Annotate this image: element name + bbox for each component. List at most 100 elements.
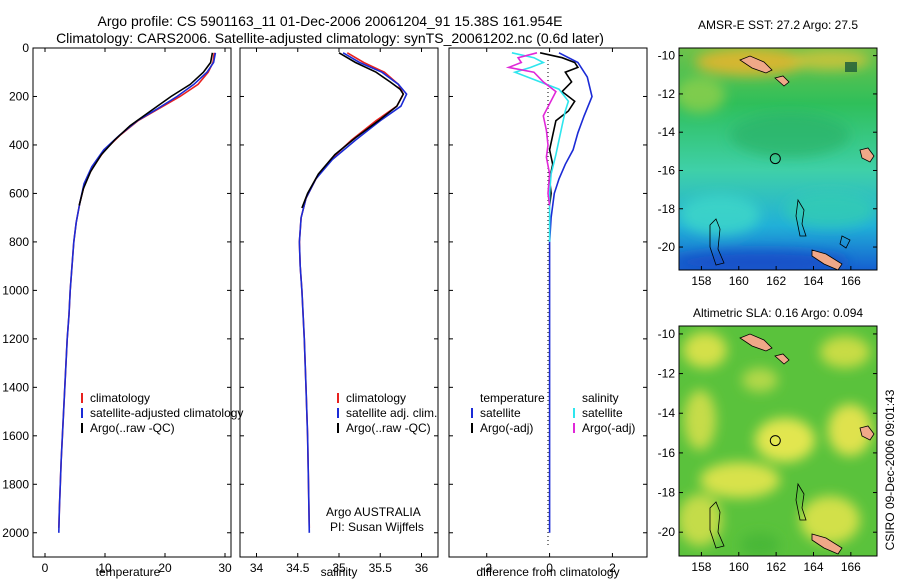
latitude-tick-label: -14 — [658, 406, 676, 420]
temperature-xtick-label: 10 — [98, 561, 112, 575]
salinity-xtick-label: 35 — [332, 561, 346, 575]
difference-xlabel: difference from climatology — [476, 565, 619, 579]
salinity-xtick-label: 36 — [415, 561, 429, 575]
latitude-tick-label: -10 — [658, 327, 676, 341]
island-shape — [859, 147, 875, 163]
depth-tick-label: 1200 — [2, 332, 29, 346]
depth-tick-label: 0 — [22, 41, 29, 55]
salinity-series-climatology — [298, 52, 405, 528]
latitude-tick-label: -14 — [658, 125, 676, 139]
reef-contour — [795, 198, 807, 237]
argo-australia-annotation: Argo AUSTRALIA — [326, 505, 421, 519]
salinity-xlabel: salinity — [321, 565, 358, 579]
salinity-legend-label: satellite adj. clim. — [346, 406, 437, 420]
pi-annotation: PI: Susan Wijffels — [330, 520, 424, 534]
temperature-series-climatology — [58, 52, 215, 528]
latitude-tick-label: -12 — [658, 87, 676, 101]
latitude-tick-label: -16 — [658, 163, 676, 177]
depth-tick-label: 1600 — [2, 429, 29, 443]
difference-legend-label: salinity — [582, 391, 619, 405]
island-shape — [774, 75, 790, 87]
depth-tick-label: 800 — [9, 235, 29, 249]
longitude-tick-label: 160 — [729, 274, 749, 288]
salinity-series-argo-raw-qc- — [301, 52, 405, 209]
longitude-tick-label: 162 — [766, 274, 786, 288]
temperature-legend-label: satellite-adjusted climatology — [90, 406, 243, 420]
sla-map-panel: Altimetric SLA: 0.16 Argo: 0.094 — [658, 306, 878, 574]
longitude-tick-label: 166 — [841, 274, 861, 288]
difference-legend-label: satellite — [480, 406, 521, 420]
longitude-tick-label: 158 — [691, 560, 711, 574]
difference-legend-label: Argo(-adj) — [582, 421, 635, 435]
salinity-series-satellite-adj-clim- — [298, 52, 408, 533]
argo-float-marker — [769, 435, 781, 447]
sst-map-frame — [678, 47, 878, 271]
temperature-axes-frame — [32, 47, 232, 558]
island-shape — [774, 353, 790, 365]
salinity-legend-label: Argo(..raw -QC) — [346, 421, 431, 435]
salinity-xtick-label: 34 — [250, 561, 264, 575]
longitude-tick-label: 162 — [766, 560, 786, 574]
depth-tick-label: 1800 — [2, 477, 29, 491]
difference-series-salinity-argo-adj- — [505, 52, 557, 206]
reef-contour — [839, 235, 851, 249]
reef-contour — [709, 218, 725, 266]
depth-tick-label: 400 — [9, 138, 29, 152]
latitude-tick-label: -10 — [658, 49, 676, 63]
salinity-xtick-label: 34.5 — [286, 561, 310, 575]
temperature-xtick-label: 20 — [158, 561, 172, 575]
difference-legend-label: Argo(-adj) — [480, 421, 533, 435]
depth-tick-label: 2000 — [2, 526, 29, 540]
temperature-series-satellite-adjusted-climatology — [58, 52, 217, 533]
latitude-tick-label: -18 — [658, 486, 676, 500]
temperature-xtick-label: 30 — [218, 561, 232, 575]
longitude-tick-label: 164 — [803, 274, 823, 288]
difference-series-temperature-satellite — [548, 52, 593, 533]
difference-axes-frame — [448, 47, 648, 558]
difference-legend-label: satellite — [582, 406, 623, 420]
latitude-tick-label: -12 — [658, 367, 676, 381]
difference-legend-label: temperature — [480, 391, 545, 405]
difference-series-salinity-satellite — [511, 52, 570, 242]
sla-field-texture — [679, 332, 872, 556]
argo-float-marker — [769, 153, 781, 165]
reef-contour — [795, 482, 807, 521]
figure-title-line2: Climatology: CARS2006. Satellite-adjuste… — [56, 30, 604, 46]
difference-panel: -2 0 2 difference from climatology tempera… — [448, 47, 648, 579]
longitude-tick-label: 166 — [841, 560, 861, 574]
temperature-xlabel: temperature — [96, 565, 161, 579]
longitude-tick-label: 164 — [803, 560, 823, 574]
temperature-panel: 0 200 400 600 800 1000 1200 1400 1600 1800 2000 0 10… — [2, 41, 243, 579]
salinity-axes-frame — [239, 47, 439, 558]
sst-map-title: AMSR-E SST: 27.2 Argo: 27.5 — [698, 18, 858, 32]
difference-xtick-label: 0 — [546, 561, 553, 575]
depth-tick-label: 1400 — [2, 380, 29, 394]
temperature-legend-label: climatology — [90, 391, 150, 405]
sla-map-title: Altimetric SLA: 0.16 Argo: 0.094 — [693, 306, 863, 320]
latitude-tick-label: -16 — [658, 446, 676, 460]
longitude-tick-label: 160 — [729, 560, 749, 574]
salinity-panel: 34 34.5 35 35.5 36 salinity climatologysatel… — [239, 47, 439, 579]
figure-title-line1: Argo profile: CS 5901163_11 01-Dec-2006 … — [97, 13, 563, 29]
longitude-tick-label: 158 — [691, 274, 711, 288]
island-shape — [739, 333, 773, 352]
island-shape — [811, 249, 843, 270]
sla-map-frame — [678, 325, 878, 557]
latitude-tick-label: -18 — [658, 202, 676, 216]
depth-tick-label: 600 — [9, 186, 29, 200]
salinity-legend-label: climatology — [346, 391, 406, 405]
temperature-xtick-label: 0 — [42, 561, 49, 575]
island-shape — [859, 425, 875, 441]
island-shape — [811, 533, 843, 555]
temperature-series-argo-raw-qc- — [78, 52, 214, 206]
depth-tick-label: 200 — [9, 89, 29, 103]
reef-contour — [709, 501, 725, 549]
difference-xtick-label: -2 — [481, 561, 492, 575]
sst-map-panel: AMSR-E SST: 27.2 Argo: 27.5 158 160 162 164 — [658, 18, 878, 288]
island-shape — [739, 55, 773, 74]
latitude-tick-label: -20 — [658, 240, 676, 254]
difference-xtick-label: 2 — [609, 561, 616, 575]
temperature-legend-label: Argo(..raw -QC) — [90, 421, 175, 435]
depth-tick-label: 1000 — [2, 283, 29, 297]
